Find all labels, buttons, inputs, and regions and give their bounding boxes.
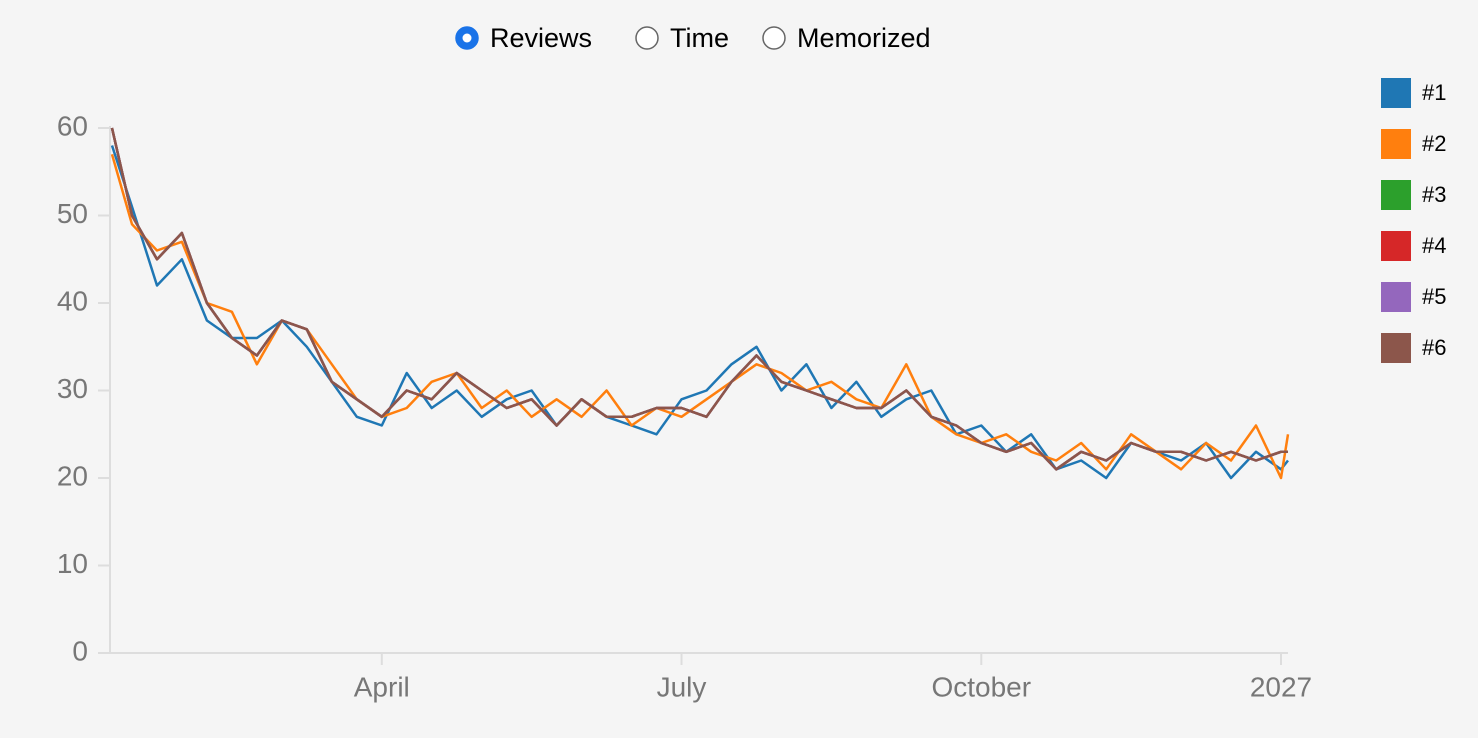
legend-label[interactable]: #3: [1422, 182, 1446, 207]
legend-label[interactable]: #2: [1422, 131, 1446, 156]
y-tick-label: 10: [57, 548, 88, 579]
legend-label[interactable]: #6: [1422, 335, 1446, 360]
y-tick-label: 20: [57, 460, 88, 491]
radio-button[interactable]: [635, 26, 659, 50]
legend-swatch[interactable]: [1381, 282, 1411, 312]
y-tick-label: 0: [72, 635, 88, 666]
series-line: [110, 127, 1288, 471]
legend-label[interactable]: #5: [1422, 284, 1446, 309]
radio-button[interactable]: [762, 26, 786, 50]
legend-swatch[interactable]: [1381, 180, 1411, 210]
radio-label[interactable]: Memorized: [797, 23, 931, 53]
radio-dot: [462, 33, 472, 43]
y-tick-label: 40: [57, 285, 88, 316]
legend-label[interactable]: #4: [1422, 233, 1446, 258]
series-line: [110, 153, 1290, 480]
y-tick-label: 50: [57, 198, 88, 229]
x-tick-label: April: [354, 671, 410, 702]
x-tick-label: October: [931, 671, 1031, 702]
y-tick-label: 30: [57, 373, 88, 404]
legend-swatch[interactable]: [1381, 78, 1411, 108]
radio-label[interactable]: Time: [670, 23, 729, 53]
series-line: [110, 145, 1289, 480]
legend-label[interactable]: #1: [1422, 80, 1446, 105]
y-tick-label: 60: [57, 110, 88, 141]
series-line: [110, 127, 1288, 471]
legend-swatch[interactable]: [1381, 231, 1411, 261]
x-tick-label: 2027: [1250, 671, 1312, 702]
series-line: [110, 127, 1288, 471]
legend-swatch[interactable]: [1381, 333, 1411, 363]
radio-label[interactable]: Reviews: [490, 23, 592, 53]
x-tick-label: July: [657, 671, 707, 702]
series-line: [110, 127, 1288, 471]
legend-swatch[interactable]: [1381, 129, 1411, 159]
